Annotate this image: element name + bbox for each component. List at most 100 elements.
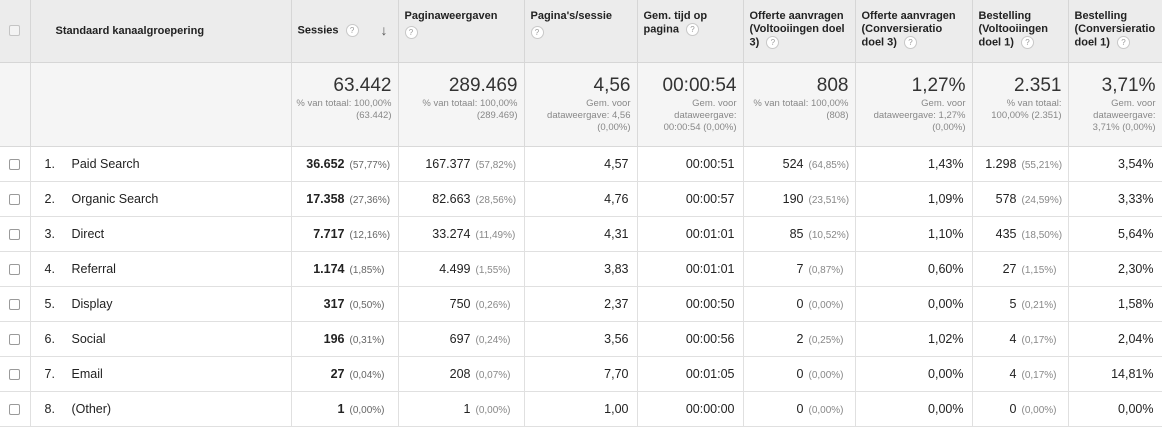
- help-icon[interactable]: ?: [766, 36, 780, 49]
- select-all-cell: [0, 0, 31, 63]
- row-channel-link[interactable]: Social: [71, 331, 106, 346]
- row-bestelling-voltooiingen-cell: 1.298 (55,21%): [972, 146, 1069, 182]
- row-checkbox[interactable]: [9, 158, 21, 170]
- row-channel-link[interactable]: Referral: [71, 261, 116, 276]
- row-sessies-pct: (0,04%): [349, 369, 385, 381]
- row-bestelling-voltooiingen-pct: (0,17%): [1021, 334, 1057, 346]
- row-offerte-conversie-cell: 0,00%: [855, 391, 973, 427]
- total-sessies-value: 63.442: [333, 74, 392, 96]
- help-icon[interactable]: ?: [1117, 36, 1131, 49]
- row-offerte-conversie-cell: 1,09%: [855, 181, 973, 217]
- row-checkbox-cell: [0, 321, 31, 357]
- row-sessies-value: 1: [337, 401, 345, 416]
- row-checkbox[interactable]: [9, 333, 21, 345]
- row-number: 4.: [44, 261, 55, 276]
- help-icon[interactable]: ?: [404, 26, 418, 39]
- row-sessies-value: 17.358: [306, 191, 345, 206]
- help-icon[interactable]: ?: [686, 23, 700, 36]
- table-row: 3. Direct 7.717 (12,16%) 33.274 (11,49%) 4,…: [0, 216, 1162, 252]
- row-sessies-cell: 36.652 (57,77%): [291, 146, 399, 182]
- select-all-checkbox[interactable]: [9, 24, 21, 36]
- total-bestelling-conversie-value: 3,71%: [1101, 74, 1156, 96]
- row-paginas-sessie-cell: 7,70: [524, 356, 638, 392]
- row-paginas-sessie-cell: 4,57: [524, 146, 638, 182]
- row-sessies-pct: (57,77%): [349, 159, 391, 171]
- col-header-sessies[interactable]: Sessies ? ↓: [291, 0, 399, 63]
- row-checkbox[interactable]: [9, 403, 21, 415]
- row-offerte-conversie-cell: 1,10%: [855, 216, 973, 252]
- row-checkbox[interactable]: [9, 263, 21, 275]
- col-header-bestelling-conversie[interactable]: Bestelling (Conversieratio doel 1) ?: [1068, 0, 1162, 63]
- row-tijd-cell: 00:00:00: [637, 391, 744, 427]
- table-row: 2. Organic Search 17.358 (27,36%) 82.663 (2…: [0, 181, 1162, 217]
- row-channel-link[interactable]: Paid Search: [71, 156, 140, 171]
- table-row: 7. Email 27 (0,04%) 208 (0,07%) 7,70 00:01:…: [0, 356, 1162, 392]
- row-checkbox-cell: [0, 181, 31, 217]
- total-paginas-sessie-sub: Gem. voor dataweergave: 4,56 (0,00%): [547, 97, 631, 133]
- help-icon[interactable]: ?: [904, 36, 918, 49]
- row-channel-link[interactable]: Organic Search: [71, 191, 159, 206]
- row-sessies-cell: 7.717 (12,16%): [291, 216, 399, 252]
- totals-row: 63.442 % van totaal: 100,00% (63.442) 28…: [0, 62, 1162, 147]
- row-number: 7.: [44, 366, 55, 381]
- total-tijd-sub: Gem. voor dataweergave: 00:00:54 (0,00%): [663, 97, 737, 133]
- row-paginaweergaven-value: 208: [449, 366, 471, 381]
- sort-down-icon[interactable]: ↓: [380, 22, 388, 39]
- row-offerte-conversie-cell: 0,60%: [855, 251, 973, 287]
- row-bestelling-voltooiingen-cell: 0 (0,00%): [972, 391, 1069, 427]
- help-icon[interactable]: ?: [345, 24, 359, 38]
- row-checkbox-cell: [0, 251, 31, 287]
- total-offerte-conversie-value: 1,27%: [911, 74, 966, 96]
- col-header-offerte-conversie[interactable]: Offerte aanvragen (Conversieratio doel 3…: [855, 0, 973, 63]
- row-sessies-pct: (0,00%): [349, 404, 385, 416]
- row-sessies-value: 196: [323, 331, 345, 346]
- row-sessies-value: 27: [330, 366, 345, 381]
- row-channel-link[interactable]: Display: [71, 296, 113, 311]
- row-paginaweergaven-cell: 697 (0,24%): [398, 321, 525, 357]
- row-tijd-cell: 00:00:51: [637, 146, 744, 182]
- row-checkbox[interactable]: [9, 228, 21, 240]
- row-checkbox[interactable]: [9, 298, 21, 310]
- row-checkbox[interactable]: [9, 368, 21, 380]
- row-offerte-voltooiingen-cell: 0 (0,00%): [743, 391, 856, 427]
- help-icon[interactable]: ?: [1021, 36, 1035, 49]
- row-offerte-voltooiingen-cell: 0 (0,00%): [743, 286, 856, 322]
- row-paginaweergaven-cell: 4.499 (1,55%): [398, 251, 525, 287]
- col-header-bestelling-voltooiingen[interactable]: Bestelling (Voltooiingen doel 1) ?: [972, 0, 1069, 63]
- total-offerte-conversie: 1,27% Gem. voor dataweergave: 1,27% (0,0…: [855, 62, 973, 147]
- row-offerte-voltooiingen-pct: (0,00%): [808, 299, 844, 311]
- col-header-channel-label: Standaard kanaalgroepering: [55, 25, 205, 37]
- row-channel-link[interactable]: (Other): [71, 401, 112, 416]
- row-channel-link[interactable]: Direct: [71, 226, 105, 241]
- row-sessies-value: 36.652: [306, 156, 345, 171]
- col-header-sessies-label: Sessies: [297, 24, 339, 37]
- row-checkbox-cell: [0, 356, 31, 392]
- table-row: 4. Referral 1.174 (1,85%) 4.499 (1,55%) 3,8…: [0, 251, 1162, 287]
- row-bestelling-conversie-cell: 5,64%: [1068, 216, 1162, 252]
- total-paginas-sessie-value: 4,56: [593, 74, 631, 96]
- row-number: 2.: [44, 191, 55, 206]
- row-bestelling-voltooiingen-cell: 27 (1,15%): [972, 251, 1069, 287]
- row-paginas-sessie-cell: 4,76: [524, 181, 638, 217]
- row-sessies-pct: (1,85%): [349, 264, 385, 276]
- help-icon[interactable]: ?: [530, 26, 544, 39]
- row-paginaweergaven-value: 167.377: [425, 156, 471, 171]
- row-checkbox[interactable]: [9, 193, 21, 205]
- row-channel-link[interactable]: Email: [71, 366, 103, 381]
- col-header-tijd-label: Gem. tijd op pagina: [643, 10, 708, 36]
- col-header-tijd[interactable]: Gem. tijd op pagina ?: [637, 0, 744, 63]
- col-header-paginas-sessie[interactable]: Pagina's/sessie ?: [524, 0, 638, 63]
- row-bestelling-voltooiingen-cell: 4 (0,17%): [972, 321, 1069, 357]
- row-tijd-cell: 00:01:05: [637, 356, 744, 392]
- col-header-channel[interactable]: Standaard kanaalgroepering: [30, 0, 292, 63]
- row-bestelling-voltooiingen-cell: 4 (0,17%): [972, 356, 1069, 392]
- col-header-offerte-voltooiingen[interactable]: Offerte aanvragen (Voltooiingen doel 3) …: [743, 0, 856, 63]
- row-offerte-voltooiingen-cell: 85 (10,52%): [743, 216, 856, 252]
- row-checkbox-cell: [0, 146, 31, 182]
- col-header-paginaweergaven[interactable]: Paginaweergaven ?: [398, 0, 525, 63]
- row-bestelling-voltooiingen-pct: (0,00%): [1021, 404, 1057, 416]
- row-offerte-conversie-cell: 1,02%: [855, 321, 973, 357]
- row-offerte-voltooiingen-pct: (23,51%): [808, 194, 850, 206]
- row-number: 8.: [44, 401, 55, 416]
- row-bestelling-voltooiingen-value: 5: [1009, 296, 1017, 311]
